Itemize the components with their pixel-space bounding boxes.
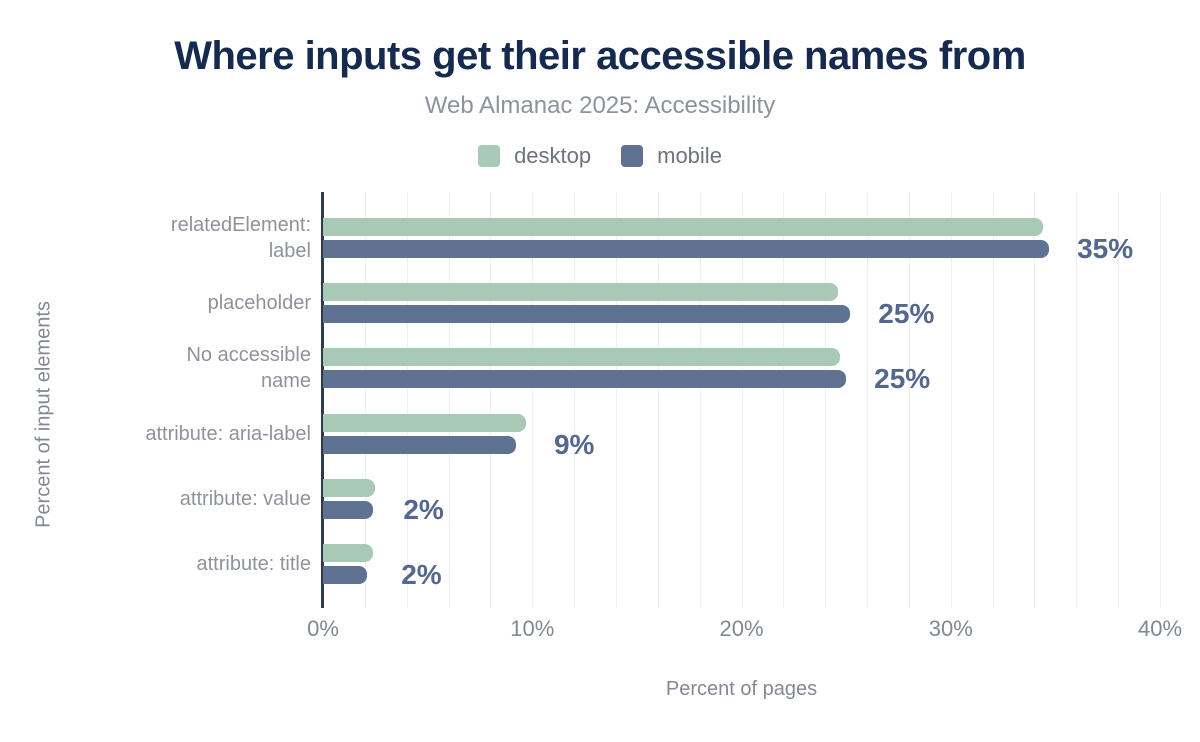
value-label: 2% <box>403 494 444 525</box>
x-axis-tick-label: 20% <box>719 616 764 641</box>
bar-mobile <box>323 305 851 323</box>
chart-title: Where inputs get their accessible names … <box>174 34 1026 78</box>
category-axis-label: No accessible name <box>186 344 311 393</box>
gridline <box>699 192 701 608</box>
value-label: 9% <box>553 428 595 460</box>
category-axis-label: attribute: value <box>179 488 311 510</box>
gridline <box>657 192 659 608</box>
bar-mobile <box>323 566 367 585</box>
legend-label-mobile: mobile <box>657 143 722 168</box>
value-label: 25% <box>878 298 935 329</box>
legend-item-desktop: desktop <box>478 143 591 169</box>
category-axis-label: attribute: aria-label <box>145 422 311 445</box>
bar-mobile <box>323 370 847 389</box>
legend: desktop mobile <box>0 143 1200 169</box>
x-axis-tick-label: 10% <box>510 616 555 641</box>
bar-mobile <box>323 239 1050 258</box>
legend-label-desktop: desktop <box>514 143 592 168</box>
x-axis-tick-label: 40% <box>1137 616 1183 641</box>
bar-desktop <box>323 348 840 367</box>
bar-desktop <box>323 479 376 497</box>
category-axis-label: placeholder <box>207 292 311 314</box>
gridline <box>406 192 408 608</box>
bar-desktop <box>323 217 1043 236</box>
gridline <box>1076 192 1078 608</box>
gridline <box>950 192 952 608</box>
gridline <box>741 192 743 608</box>
bar-mobile <box>323 501 374 519</box>
legend-swatch-desktop <box>478 145 501 167</box>
gridline <box>867 192 869 608</box>
value-label: 2% <box>401 559 442 591</box>
category-axis-label: attribute: title <box>196 553 311 576</box>
bar-desktop <box>323 413 526 432</box>
legend-item-mobile: mobile <box>621 143 722 169</box>
gridline <box>364 192 366 608</box>
chart-subtitle: Web Almanac 2025: Accessibility <box>424 92 776 119</box>
gridline <box>908 192 910 608</box>
y-axis-line <box>321 192 324 608</box>
value-label: 35% <box>1077 232 1134 264</box>
category-axis-label: relatedElement: label <box>170 213 311 262</box>
x-axis-tick-label: 30% <box>928 616 973 641</box>
gridline <box>992 192 994 608</box>
gridline <box>1118 192 1120 608</box>
legend-swatch-mobile <box>621 145 644 167</box>
gridline <box>532 192 534 608</box>
gridline <box>1034 192 1036 608</box>
bar-desktop <box>323 544 374 563</box>
gridline <box>448 192 450 608</box>
gridline <box>574 192 576 608</box>
gridline <box>783 192 785 608</box>
y-axis-title: Percent of input elements <box>32 301 55 528</box>
gridline <box>490 192 492 608</box>
gridline <box>1160 192 1161 608</box>
x-axis-tick-label: 0% <box>307 616 339 641</box>
bar-desktop <box>323 283 838 301</box>
value-label: 25% <box>874 363 931 395</box>
x-axis-title: Percent of pages <box>665 678 818 700</box>
gridline <box>615 192 617 608</box>
bar-mobile <box>323 435 516 454</box>
gridline <box>825 192 827 608</box>
